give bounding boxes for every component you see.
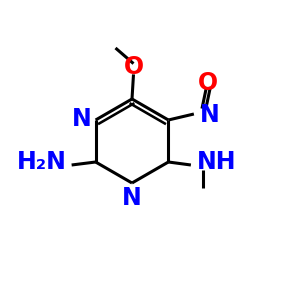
Text: N: N bbox=[200, 103, 220, 127]
Text: H₂N: H₂N bbox=[17, 150, 67, 174]
Text: O: O bbox=[123, 56, 144, 80]
Text: O: O bbox=[198, 70, 218, 94]
Text: N: N bbox=[71, 106, 91, 130]
Text: N: N bbox=[122, 186, 142, 210]
Text: NH: NH bbox=[197, 150, 236, 174]
